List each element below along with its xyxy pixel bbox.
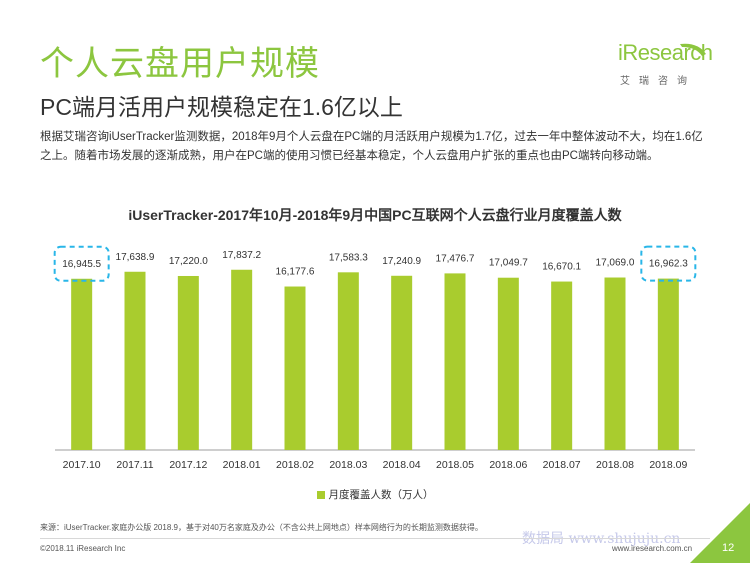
- data-label-2018.01: 17,837.2: [222, 250, 261, 261]
- bar-2018.07: [551, 281, 573, 450]
- logo-brand-text: iResearch: [618, 40, 713, 65]
- page-subtitle: PC端月活用户规模稳定在1.6亿以上: [40, 94, 403, 120]
- chart-title: iUserTracker-2017年10月-2018年9月中国PC互联网个人云盘…: [128, 207, 622, 223]
- site-url: www.iresearch.com.cn: [612, 544, 693, 553]
- page-title: 个人云盘用户规模: [40, 45, 320, 83]
- bar-2017.12: [177, 275, 199, 450]
- x-tick-label-2018.01: 2018.01: [223, 459, 261, 471]
- bar-2017.11: [124, 271, 146, 450]
- footer-divider: [40, 538, 710, 539]
- x-tick-label-2018.08: 2018.08: [596, 459, 634, 471]
- bar-2017.10: [71, 278, 93, 450]
- x-tick-label-2018.09: 2018.09: [649, 459, 687, 471]
- bar-2018.06: [497, 277, 519, 450]
- chart-legend: 月度覆盖人数（万人）: [0, 487, 750, 502]
- bar-2018.05: [444, 273, 466, 450]
- copyright-text: ©2018.11 iResearch Inc: [40, 544, 126, 553]
- logo-cn-text: 艾瑞咨询: [620, 76, 696, 87]
- page-description: 根据艾瑞咨询iUserTracker监测数据，2018年9月个人云盘在PC端的月…: [40, 131, 703, 162]
- highlight-box-2018.09: [640, 245, 697, 282]
- data-label-2018.05: 17,476.7: [436, 253, 475, 264]
- bar-2018.01: [231, 269, 253, 450]
- data-label-2018.09: 16,962.3: [649, 259, 688, 270]
- iresearch-logo: iResearch 艾瑞咨询: [618, 40, 718, 88]
- x-tick-label-2017.11: 2017.11: [116, 459, 153, 471]
- x-tick-label-2018.04: 2018.04: [383, 459, 421, 471]
- bar-chart: 16,945.5 2017.10 17,638.9 2017.11 17,220.0 20…: [53, 245, 697, 471]
- bar-2018.03: [337, 272, 359, 450]
- data-label-2018.03: 17,583.3: [329, 252, 368, 263]
- data-label-2017.12: 17,220.0: [169, 256, 208, 267]
- x-tick-label-2018.07: 2018.07: [543, 459, 581, 471]
- page-number: 12: [722, 542, 735, 554]
- data-label-2018.07: 16,670.1: [542, 262, 581, 273]
- data-label-2018.04: 17,240.9: [382, 256, 421, 267]
- data-label-2018.08: 17,069.0: [596, 258, 635, 269]
- x-tick-label-2018.06: 2018.06: [489, 459, 527, 471]
- x-tick-label-2018.05: 2018.05: [436, 459, 474, 471]
- x-tick-label-2017.10: 2017.10: [63, 459, 101, 471]
- legend-label: 月度覆盖人数（万人）: [328, 489, 434, 501]
- x-tick-label-2018.02: 2018.02: [276, 459, 314, 471]
- corner-triangle: [690, 503, 750, 563]
- x-tick-label-2018.03: 2018.03: [329, 459, 367, 471]
- data-label-2017.10: 16,945.5: [62, 259, 101, 270]
- data-label-2017.11: 17,638.9: [116, 252, 155, 263]
- bar-2018.04: [391, 275, 413, 450]
- watermark-text: 数据局 www.shujuju.cn: [522, 531, 681, 547]
- bar-2018.09: [657, 278, 679, 450]
- highlight-box-2017.10: [53, 245, 110, 282]
- bar-2018.02: [284, 286, 306, 450]
- data-label-2018.06: 17,049.7: [489, 258, 528, 269]
- bar-2018.08: [604, 277, 626, 450]
- legend-swatch: [316, 491, 325, 500]
- data-label-2018.02: 16,177.6: [276, 267, 315, 278]
- source-note: 来源：iUserTracker.家庭办公版 2018.9，基于对40万名家庭及办…: [40, 523, 483, 532]
- x-tick-label-2017.12: 2017.12: [169, 459, 207, 471]
- logo-swoosh-icon: [680, 43, 706, 56]
